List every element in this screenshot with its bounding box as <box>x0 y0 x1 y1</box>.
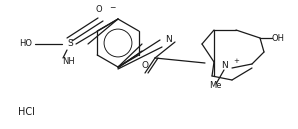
Text: NH: NH <box>62 57 75 66</box>
Text: O: O <box>142 62 148 71</box>
Text: Me: Me <box>209 80 221 90</box>
Text: O: O <box>96 6 102 14</box>
Text: N: N <box>221 62 227 71</box>
Text: −: − <box>109 3 115 13</box>
Text: HCl: HCl <box>18 107 35 117</box>
Text: +: + <box>233 58 239 64</box>
Text: HO: HO <box>19 39 32 49</box>
Text: N: N <box>164 34 171 43</box>
Text: OH: OH <box>272 34 285 42</box>
Text: S: S <box>67 39 73 49</box>
